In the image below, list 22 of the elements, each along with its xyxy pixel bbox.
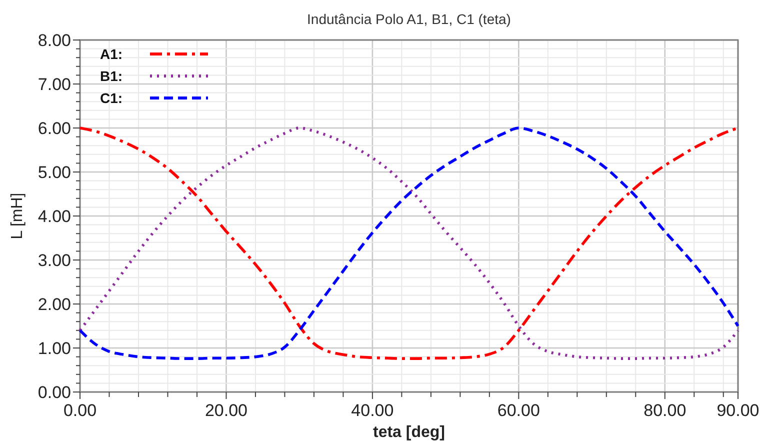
x-tick-label: 60.00 — [497, 401, 540, 420]
legend-label: B1: — [100, 68, 123, 84]
y-tick-label: 8.00 — [38, 30, 71, 50]
x-tick-label: 40.00 — [351, 401, 394, 420]
y-tick-label: 3.00 — [38, 250, 71, 270]
y-tick-label: 1.00 — [38, 338, 71, 358]
y-tick-label: 7.00 — [38, 74, 71, 94]
legend-label: C1: — [100, 90, 123, 106]
y-tick-label: 4.00 — [38, 206, 71, 226]
x-axis-title: teta [deg] — [373, 424, 445, 441]
legend-label: A1: — [100, 46, 123, 62]
y-tick-label: 6.00 — [38, 118, 71, 138]
y-tick-label: 2.00 — [38, 294, 71, 314]
x-tick-label: 80.00 — [644, 401, 686, 420]
x-tick-label: 20.00 — [204, 401, 248, 420]
chart-title: Indutância Polo A1, B1, C1 (teta) — [307, 11, 511, 27]
y-tick-label: 0.00 — [38, 382, 71, 402]
y-tick-label: 5.00 — [38, 162, 71, 182]
y-axis-title: L [mH] — [9, 192, 26, 240]
line-series — [78, 126, 740, 360]
x-tick-label: 0.00 — [63, 401, 97, 420]
x-tick-label: 90.00 — [716, 401, 760, 420]
